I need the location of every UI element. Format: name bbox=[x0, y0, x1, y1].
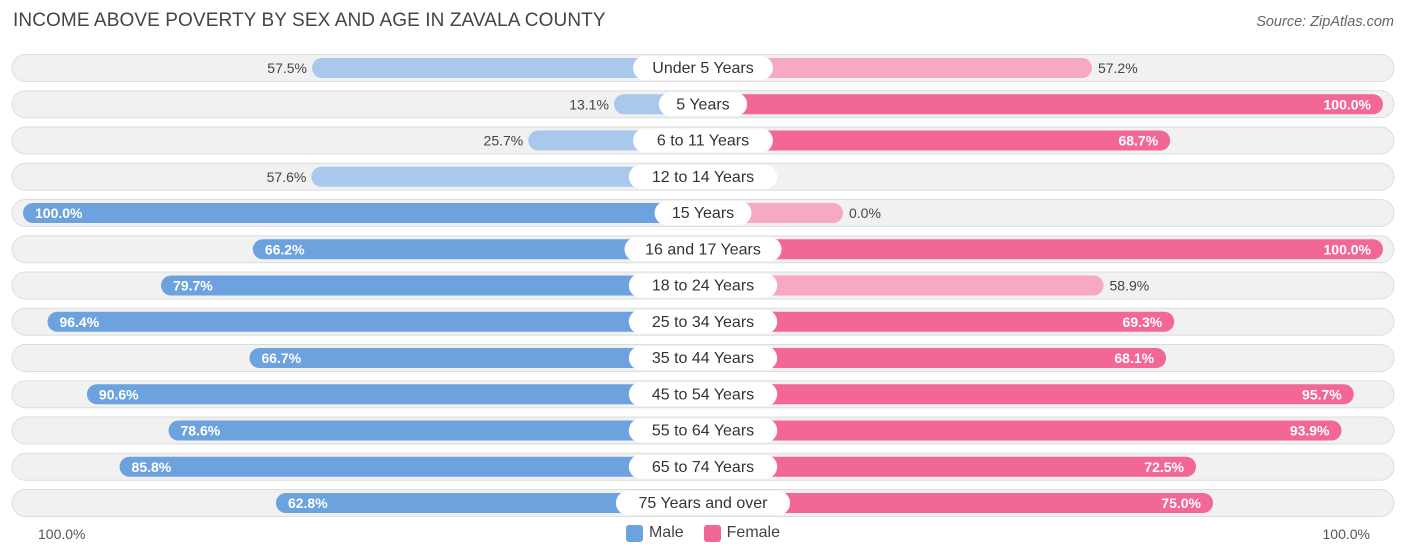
data-label-female: 68.7% bbox=[1118, 133, 1158, 149]
category-label: Under 5 Years bbox=[652, 60, 753, 77]
category-label: 18 to 24 Years bbox=[652, 278, 754, 295]
legend-label-male: Male bbox=[648, 524, 684, 541]
bar-male bbox=[23, 203, 703, 223]
source-credit: Source: ZipAtlas.com bbox=[1256, 14, 1394, 30]
data-label-female: 75.0% bbox=[1161, 495, 1201, 511]
data-label-female: 100.0% bbox=[1324, 96, 1372, 112]
legend-item-female: Female bbox=[703, 524, 781, 542]
data-label-male: 62.8% bbox=[288, 495, 328, 511]
bar-female bbox=[703, 384, 1354, 405]
bar-male bbox=[312, 58, 703, 78]
data-label-male: 25.7% bbox=[484, 133, 524, 149]
category-label: 5 Years bbox=[676, 96, 729, 113]
data-label-female: 100.0% bbox=[1324, 241, 1372, 257]
data-label-male: 66.7% bbox=[261, 350, 301, 366]
bar-male bbox=[275, 493, 703, 513]
bar-female bbox=[703, 456, 1196, 477]
legend-label-female: Female bbox=[726, 524, 781, 541]
category-pill bbox=[658, 92, 748, 117]
bar-male bbox=[119, 456, 703, 477]
bar-female bbox=[703, 493, 1213, 513]
data-label-female: 68.1% bbox=[1114, 350, 1154, 366]
category-pill bbox=[628, 346, 778, 370]
bar-female bbox=[703, 348, 1167, 368]
bar-female bbox=[703, 58, 1092, 78]
bar-male bbox=[249, 348, 703, 368]
bar-male bbox=[168, 420, 703, 441]
category-pill bbox=[628, 382, 778, 407]
category-label: 65 to 74 Years bbox=[652, 459, 754, 476]
bar-male bbox=[86, 384, 704, 405]
category-label: 55 to 64 Years bbox=[652, 423, 754, 440]
category-label: 25 to 34 Years bbox=[652, 314, 754, 331]
data-label-female: 0.0% bbox=[849, 205, 881, 221]
data-label-female: 93.9% bbox=[1290, 423, 1330, 439]
bar-female bbox=[703, 311, 1175, 332]
category-label: 6 to 11 Years bbox=[657, 133, 749, 150]
category-pill bbox=[624, 237, 782, 262]
bar-female bbox=[703, 420, 1342, 441]
legend-item-male: Male bbox=[625, 524, 684, 542]
data-label-male: 90.6% bbox=[99, 386, 139, 402]
data-label-female: 72.5% bbox=[1144, 459, 1184, 475]
category-pill bbox=[633, 56, 773, 80]
data-label-female: 95.7% bbox=[1302, 386, 1342, 402]
bar-male bbox=[161, 275, 704, 296]
category-pill bbox=[628, 273, 778, 298]
bar-female bbox=[703, 239, 1383, 260]
legend: Male Female bbox=[0, 524, 1406, 542]
category-pill bbox=[633, 128, 773, 153]
category-label: 75 Years and over bbox=[639, 495, 769, 512]
axis-right-label: 100.0% bbox=[1322, 526, 1370, 542]
category-pill bbox=[628, 309, 778, 334]
data-label-male: 57.5% bbox=[267, 60, 307, 76]
category-pill bbox=[628, 164, 778, 189]
category-pill bbox=[628, 418, 778, 443]
bar-male bbox=[311, 166, 703, 187]
category-pill bbox=[654, 201, 752, 225]
bar-female bbox=[703, 94, 1383, 115]
axis-left-label: 100.0% bbox=[38, 526, 86, 542]
legend-swatch-male bbox=[625, 524, 643, 542]
chart-canvas: 57.5% 57.2% Under 5 Years 13.1% 100.0% 5 Year… bbox=[11, 54, 1395, 517]
data-label-male: 100.0% bbox=[35, 205, 83, 221]
data-label-male: 66.2% bbox=[265, 241, 305, 257]
data-label-male: 85.8% bbox=[132, 459, 172, 475]
category-label: 12 to 14 Years bbox=[652, 169, 754, 186]
category-label: 15 Years bbox=[672, 205, 734, 222]
data-label-male: 78.6% bbox=[181, 423, 221, 439]
data-label-female: 58.9% bbox=[1110, 278, 1150, 294]
bar-female bbox=[703, 275, 1104, 296]
legend-swatch-female bbox=[703, 524, 721, 542]
bar-male bbox=[252, 239, 703, 260]
data-label-female: 69.3% bbox=[1123, 314, 1163, 330]
category-label: 16 and 17 Years bbox=[645, 241, 761, 258]
data-label-male: 79.7% bbox=[173, 278, 213, 294]
data-label-female: 57.2% bbox=[1098, 60, 1138, 76]
data-label-male: 13.1% bbox=[569, 96, 609, 112]
data-label-male: 57.6% bbox=[267, 169, 307, 185]
category-label: 35 to 44 Years bbox=[652, 350, 754, 367]
chart-title: INCOME ABOVE POVERTY BY SEX AND AGE IN Z… bbox=[13, 10, 606, 31]
category-pill bbox=[628, 454, 778, 479]
bar-female bbox=[703, 130, 1171, 151]
bar-male bbox=[47, 311, 704, 332]
category-label: 45 to 54 Years bbox=[652, 386, 754, 403]
data-label-male: 96.4% bbox=[59, 314, 99, 330]
category-pill bbox=[615, 491, 791, 515]
